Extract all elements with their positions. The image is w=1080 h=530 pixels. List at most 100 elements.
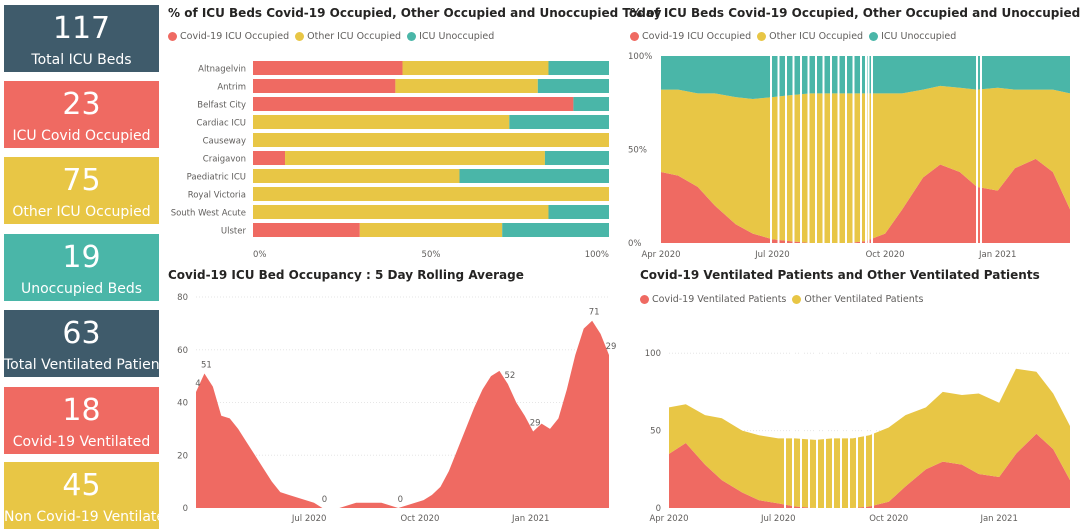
kpi-card-1[interactable]: 23 ICU Covid Occupied bbox=[4, 81, 159, 148]
legend-item-other[interactable]: Other ICU Occupied bbox=[295, 31, 401, 42]
bar-segment bbox=[253, 61, 403, 75]
data-label: 29 bbox=[530, 419, 541, 429]
bar-segment bbox=[253, 79, 396, 93]
bar-category-label: South West Acute bbox=[171, 209, 246, 219]
kpi-card-6[interactable]: 45 Non Covid-19 Ventilated bbox=[4, 462, 174, 529]
kpi-value: 19 bbox=[62, 240, 101, 275]
y-tick-label: 20 bbox=[177, 451, 188, 461]
data-gap bbox=[792, 330, 794, 508]
kpi-card-5[interactable]: 18 Covid-19 Ventilated bbox=[4, 387, 159, 454]
legend-dot-covid bbox=[630, 32, 639, 41]
bar-segment bbox=[502, 223, 609, 237]
y-tick-label: 50 bbox=[650, 427, 661, 437]
x-tick-label: 100% bbox=[585, 250, 609, 260]
bar-category-label: Paediatric ICU bbox=[187, 173, 246, 183]
bar-segment bbox=[253, 97, 574, 111]
legend-label-other-vent: Other Ventilated Patients bbox=[804, 294, 924, 305]
x-tick-label: Jan 2021 bbox=[979, 514, 1017, 524]
y-tick-label: 0 bbox=[183, 504, 188, 514]
legend-label-covid-vent: Covid-19 Ventilated Patients bbox=[652, 294, 787, 305]
data-gap bbox=[865, 56, 867, 243]
bar-segment bbox=[402, 61, 549, 75]
legend-item-other-vent[interactable]: Other Ventilated Patients bbox=[792, 294, 923, 305]
data-gap bbox=[800, 330, 802, 508]
kpi-card-4[interactable]: 63 Total Ventilated Patients bbox=[4, 310, 172, 377]
legend-item-unoccupied[interactable]: ICU Unoccupied bbox=[407, 31, 494, 42]
y-tick-label: 100% bbox=[628, 52, 652, 62]
data-gap bbox=[816, 330, 818, 508]
legend-item-covid[interactable]: Covid-19 ICU Occupied bbox=[630, 31, 751, 42]
data-gap bbox=[845, 56, 847, 243]
kpi-label: Other ICU Occupied bbox=[12, 204, 151, 220]
area-series-0 bbox=[661, 158, 1070, 243]
kpi-label: Covid-19 Ventilated bbox=[12, 434, 151, 450]
bar-segment bbox=[509, 115, 609, 129]
chart2-title: % of ICU Beds Covid-19 Occupied, Other O… bbox=[630, 6, 1080, 20]
data-gap bbox=[822, 56, 825, 243]
legend-label-covid: Covid-19 ICU Occupied bbox=[180, 31, 290, 42]
legend-dot-covid-vent bbox=[640, 295, 649, 304]
bar-segment bbox=[548, 61, 609, 75]
data-label: 71 bbox=[589, 308, 600, 318]
bar-segment bbox=[548, 205, 609, 219]
kpi-label: ICU Covid Occupied bbox=[12, 128, 151, 144]
data-label: 29 bbox=[606, 342, 617, 352]
x-tick-label: Jul 2020 bbox=[760, 514, 796, 524]
x-tick-label: Oct 2020 bbox=[869, 514, 908, 524]
bar-segment bbox=[253, 133, 609, 147]
bar-segment bbox=[537, 79, 609, 93]
x-tick-label: 50% bbox=[422, 250, 441, 260]
bar-category-label: Ulster bbox=[221, 227, 247, 237]
kpi-value: 23 bbox=[62, 87, 101, 122]
legend-label-unoccupied: ICU Unoccupied bbox=[881, 31, 957, 42]
legend-dot-other-vent bbox=[792, 295, 802, 304]
legend-item-unoccupied[interactable]: ICU Unoccupied bbox=[869, 31, 956, 42]
data-gap bbox=[784, 330, 786, 508]
legend-item-other[interactable]: Other ICU Occupied bbox=[757, 31, 863, 42]
bar-category-label: Causeway bbox=[203, 137, 246, 147]
kpi-card-0[interactable]: 117 Total ICU Beds bbox=[4, 5, 159, 72]
bar-segment bbox=[573, 97, 609, 111]
area-series-0 bbox=[196, 320, 609, 508]
legend-dot-covid bbox=[168, 32, 177, 41]
bar-segment bbox=[253, 187, 609, 201]
kpi-value: 117 bbox=[52, 11, 111, 46]
bar-category-label: Belfast City bbox=[197, 101, 246, 111]
kpi-label: Non Covid-19 Ventilated bbox=[4, 509, 174, 525]
bar-segment bbox=[285, 151, 545, 165]
kpi-card-3[interactable]: 19 Unoccupied Beds bbox=[4, 234, 159, 301]
legend-dot-other bbox=[757, 32, 767, 41]
data-gap bbox=[808, 330, 810, 508]
data-gap bbox=[832, 330, 834, 508]
bar-segment bbox=[459, 169, 609, 183]
data-gap bbox=[815, 56, 817, 243]
bar-category-label: Royal Victoria bbox=[188, 191, 246, 201]
kpi-card-2[interactable]: 75 Other ICU Occupied bbox=[4, 157, 159, 224]
x-tick-label: Jul 2020 bbox=[291, 514, 327, 524]
kpi-value: 18 bbox=[62, 393, 101, 428]
data-gap bbox=[860, 56, 862, 243]
x-tick-label: Apr 2020 bbox=[649, 514, 688, 524]
bar-category-label: Cardiac ICU bbox=[197, 119, 247, 129]
data-gap bbox=[872, 330, 874, 508]
data-gap bbox=[867, 56, 870, 243]
kpi-value: 75 bbox=[62, 163, 101, 198]
legend-dot-unoccupied bbox=[407, 32, 417, 41]
y-tick-label: 100 bbox=[645, 349, 661, 359]
area-series-0 bbox=[669, 433, 1070, 508]
chart4-legend: Covid-19 Ventilated Patients Other Venti… bbox=[640, 294, 929, 305]
legend-dot-other bbox=[295, 32, 305, 41]
data-gap bbox=[840, 330, 842, 508]
data-gap bbox=[980, 56, 982, 243]
bar-category-label: Antrim bbox=[217, 83, 246, 93]
legend-item-covid-vent[interactable]: Covid-19 Ventilated Patients bbox=[640, 294, 786, 305]
y-tick-label: 80 bbox=[177, 293, 188, 303]
x-tick-label: 0% bbox=[253, 250, 267, 260]
chart2-legend: Covid-19 ICU Occupied Other ICU Occupied… bbox=[630, 31, 962, 42]
data-gap bbox=[777, 56, 780, 243]
bar-segment bbox=[253, 205, 549, 219]
legend-item-covid[interactable]: Covid-19 ICU Occupied bbox=[168, 31, 289, 42]
